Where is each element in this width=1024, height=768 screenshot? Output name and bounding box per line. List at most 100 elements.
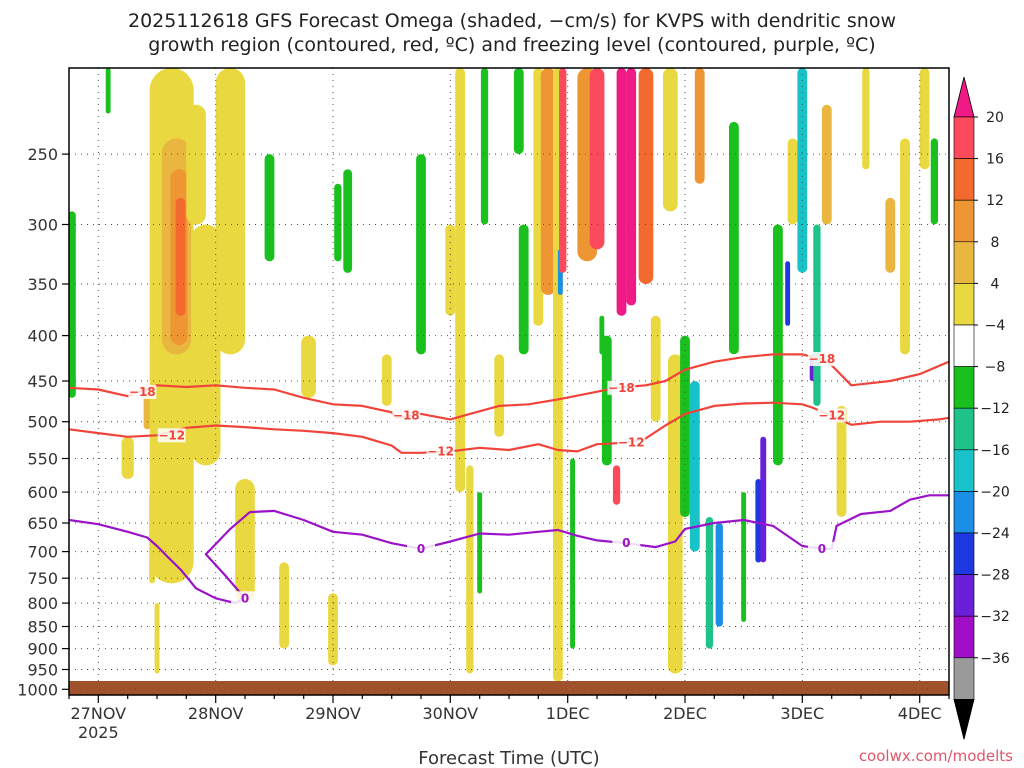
colorbar-label: −36 — [980, 651, 1010, 667]
omega-shade-cell — [477, 492, 483, 594]
contour-line — [69, 353, 949, 421]
omega-shade-cell — [601, 335, 612, 466]
colorbar-label: 4 — [991, 276, 1000, 292]
colorbar-swatch — [953, 491, 975, 534]
omega-shade-cell — [69, 211, 76, 398]
contour-label-bg — [407, 541, 435, 556]
omega-shade-cell — [741, 492, 747, 622]
omega-shade-cell — [154, 603, 160, 674]
contour-label-bg — [817, 408, 846, 423]
omega-shade-cell — [836, 405, 847, 517]
colorbar-label: −16 — [980, 443, 1010, 459]
omega-shade-cell — [638, 68, 654, 284]
colorbar-label: −32 — [980, 609, 1010, 625]
omega-shade-cell — [650, 315, 661, 422]
omega-shade-cell — [616, 68, 627, 316]
omega-shade-cell — [186, 104, 206, 225]
omega-shade-cell — [328, 593, 338, 666]
omega-shade-cell — [787, 138, 798, 225]
y-tick-label: 900 — [27, 640, 58, 659]
colorbar-label: −8 — [985, 360, 1006, 376]
colorbar-label: 12 — [986, 193, 1004, 209]
colorbar-swatch — [953, 449, 975, 492]
omega-shade-cell — [143, 389, 151, 430]
x-tick-label: 30NOV — [423, 704, 479, 723]
colorbar-swatch — [953, 158, 975, 201]
y-tick-label: 450 — [27, 372, 58, 391]
x-tick-label: 4DEC — [898, 704, 942, 723]
contour-label-bg — [807, 352, 836, 366]
y-tick-label: 500 — [27, 413, 58, 432]
omega-shade-cell — [533, 68, 544, 326]
chart-title-line-2: growth region (contoured, red, ºC) and f… — [148, 34, 875, 56]
omega-shade-cell — [343, 169, 353, 273]
omega-shade-cell — [494, 354, 505, 437]
omega-shade-cell — [755, 479, 762, 563]
contour-label: 0 — [241, 591, 249, 605]
contour-label-bg — [807, 541, 836, 556]
omega-shade-cell — [930, 138, 938, 225]
credit-link[interactable]: coolwx.com/modelts — [859, 747, 1013, 765]
omega-shade-cell — [235, 479, 255, 604]
contour-label: −12 — [158, 428, 185, 442]
colorbar-swatch — [953, 116, 975, 159]
y-tick-label: 800 — [27, 594, 58, 613]
omega-shade-cell — [773, 224, 783, 466]
contour-label: 0 — [818, 542, 826, 556]
contour-label: −18 — [809, 352, 836, 366]
omega-shade-cell — [663, 68, 678, 212]
omega-shade-cell — [667, 354, 683, 674]
contour-label-bg — [128, 385, 157, 399]
omega-shade-cell — [334, 183, 342, 262]
colorbar: 20 16 12 8 4 −4 −8 −12 −16 −20 −24 −28 −32 −36 — [953, 76, 1010, 740]
colorbar-label: −20 — [980, 484, 1010, 500]
omega-shade-cell — [862, 68, 870, 170]
contour-label: −18 — [393, 409, 420, 423]
omega-shade-cell — [694, 68, 705, 184]
contour-label: −18 — [608, 381, 635, 395]
colorbar-label: −28 — [980, 568, 1010, 584]
omega-shade-cell — [175, 197, 186, 316]
x-tick-label: 1DEC — [546, 704, 590, 723]
omega-shade-cell — [885, 197, 896, 273]
y-tick-label: 350 — [27, 275, 58, 294]
colorbar-swatch — [953, 366, 975, 409]
omega-shade-cell — [381, 354, 392, 406]
contour-label-bg — [612, 536, 641, 551]
y-tick-label: 700 — [27, 543, 58, 562]
omega-shade-cell — [919, 68, 930, 170]
colorbar-label: 8 — [991, 235, 1000, 251]
contour-line — [69, 401, 949, 454]
omega-shade-cell — [813, 224, 821, 406]
contour-label-bg — [617, 435, 646, 450]
x-tick-label: 2DEC — [663, 704, 707, 723]
omega-shade-cell — [191, 224, 221, 466]
y-tick-label: 600 — [27, 483, 58, 502]
colorbar-label: 20 — [986, 110, 1004, 126]
contour-lines: −18 −18 −18 −18 −12 −12 −12 −12 0 0 0 0 — [69, 352, 949, 606]
omega-shade-cell — [466, 465, 474, 674]
contour-label: 0 — [417, 542, 425, 556]
omega-shade-cell — [518, 224, 529, 355]
omega-shade-cell — [821, 104, 832, 225]
contour-label: −12 — [427, 444, 454, 458]
colorbar-swatch — [953, 241, 975, 284]
omega-shade-cell — [626, 68, 637, 306]
omega-shade-cell — [513, 68, 524, 155]
omega-shade-cell — [559, 68, 567, 273]
omega-shading — [69, 68, 938, 682]
x-axis-title: Forecast Time (UTC) — [418, 748, 599, 768]
y-tick-label: 550 — [27, 450, 58, 469]
omega-shade-cell — [445, 224, 456, 316]
contour-label: −12 — [818, 409, 845, 423]
omega-shade-cell — [215, 68, 245, 355]
colorbar-arrow-bottom — [953, 699, 975, 740]
x-tick-label: 3DEC — [780, 704, 824, 723]
colorbar-swatch — [953, 283, 975, 326]
ground-surface — [69, 681, 949, 695]
y-tick-label: 300 — [27, 216, 58, 235]
omega-shade-cell — [121, 436, 134, 479]
contour-label: −18 — [129, 385, 156, 399]
colorbar-label: −12 — [980, 401, 1010, 417]
